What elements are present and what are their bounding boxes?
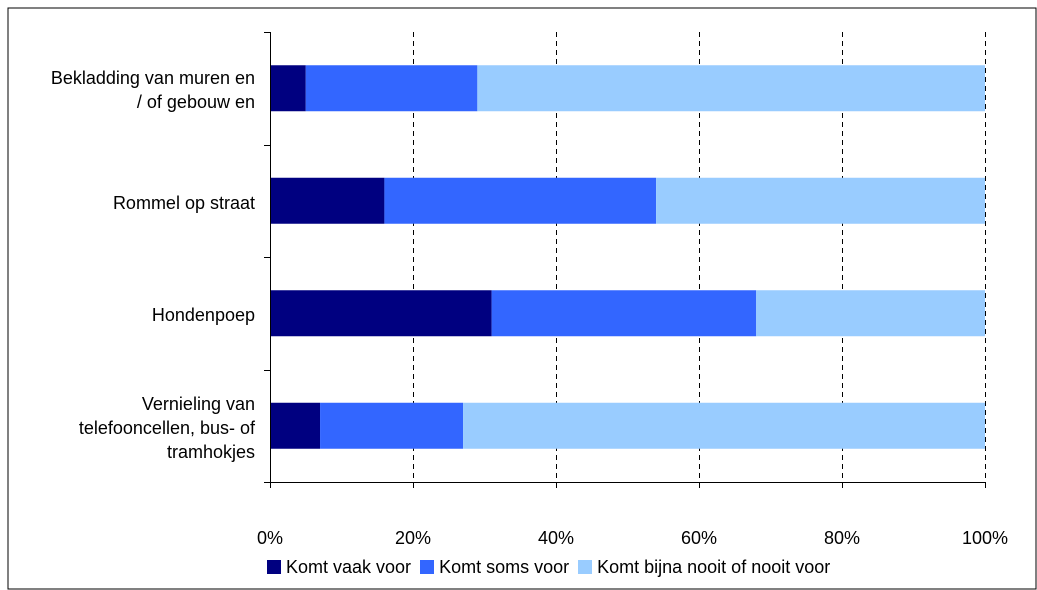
bar-segment-cat3-series0 [270,402,321,449]
bar-segment-cat2-series1 [491,290,757,337]
bar-segment-cat3-series1 [320,402,464,449]
category-label: Hondenpoep [5,303,255,327]
x-tick-label: 40% [537,528,575,548]
x-tick-label: 20% [394,528,432,548]
bar-segment-cat2-series2 [756,290,985,337]
bar-segment-cat3-series2 [463,402,985,449]
x-tick-label: 100% [961,528,1009,548]
category-label-line: Bekladding van muren en [50,68,255,89]
x-tick-label: 0% [256,528,283,548]
bar-segment-cat0-series0 [270,65,306,112]
legend-item: Komt vaak voor [267,557,411,578]
category-label: Rommel op straat [5,191,255,215]
category-label-line: Vernieling van [141,393,255,414]
outer-border [7,7,1037,590]
bar-segment-cat0-series2 [477,65,985,112]
axes [264,32,986,488]
legend: Komt vaak voor Komt soms voor Komt bijna n… [267,556,839,578]
category-label: Vernieling van telefooncellen, bus- of tra… [5,392,255,464]
legend-swatch [420,560,435,574]
category-label-line: tramhokjes [166,441,255,462]
category-label-line: Hondenpoep [151,305,255,326]
bars [270,65,985,449]
category-label: Bekladding van muren en / of gebouw en [5,66,255,114]
legend-label: Komt soms voor [439,556,570,577]
category-label-line: telefooncellen, bus- of [78,417,255,438]
legend-item: Komt soms voor [420,557,569,578]
bar-segment-cat0-series1 [305,65,478,112]
bar-segment-cat1-series2 [656,177,985,224]
bar-segment-cat2-series0 [270,290,492,337]
legend-label: Komt vaak voor [286,556,412,577]
category-label-line: Rommel op straat [112,192,255,213]
bar-segment-cat1-series1 [384,177,657,224]
x-tick-label: 60% [680,528,718,548]
x-tick-label: 80% [823,528,861,548]
bar-segment-cat1-series0 [270,177,385,224]
category-label-line: / of gebouw en [136,92,255,113]
legend-label: Komt bijna nooit of nooit voor [597,556,831,577]
legend-swatch [578,560,593,574]
legend-item: Komt bijna nooit of nooit voor [578,557,830,578]
legend-swatch [267,560,281,574]
